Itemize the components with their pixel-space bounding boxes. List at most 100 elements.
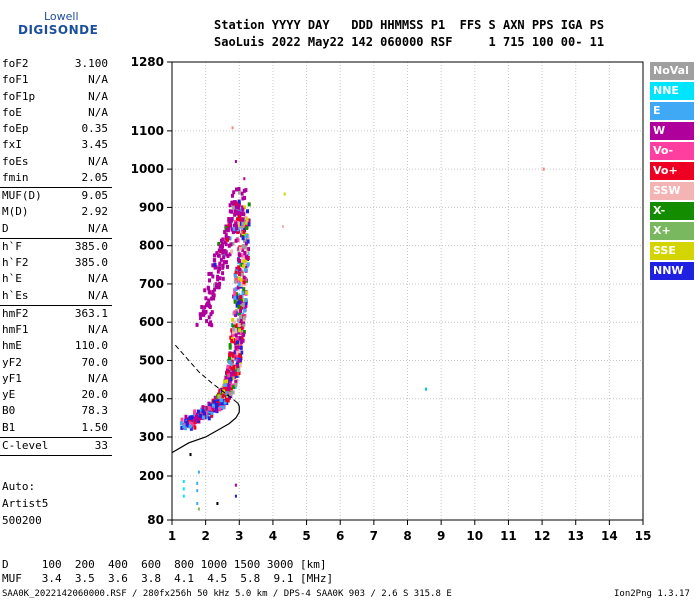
trace-point	[227, 217, 231, 222]
param-value: N/A	[88, 288, 108, 302]
param-value: 2.05	[81, 170, 109, 184]
trace-point	[233, 296, 237, 301]
trace-point	[238, 363, 242, 368]
trace-point	[225, 227, 229, 232]
trace-point	[234, 352, 238, 357]
x-tick-label: 15	[635, 529, 652, 543]
param-row: yF2 70.0	[0, 355, 112, 371]
trace-point	[242, 275, 246, 280]
param-row: M(D) 2.92	[0, 204, 112, 220]
trace-point	[240, 191, 244, 196]
trace-point	[210, 407, 214, 412]
trace-point	[243, 233, 247, 238]
echo-point	[182, 494, 185, 498]
trace-point	[227, 373, 231, 378]
echo-point	[196, 502, 199, 505]
trace-point	[240, 262, 244, 267]
param-key: foF1p	[2, 89, 36, 103]
trace-point	[231, 205, 235, 210]
trace-point	[237, 190, 241, 195]
trace-point	[224, 382, 228, 387]
echo-point	[182, 487, 185, 491]
param-key: D	[2, 221, 9, 235]
echo-point	[196, 481, 199, 485]
x-tick-label: 11	[500, 529, 517, 543]
footer-file-info: SAA0K_2022142060000.RSF / 280fx256h 50 k…	[2, 589, 452, 599]
trace-point	[231, 202, 235, 207]
trace-point	[207, 416, 211, 421]
trace-point	[247, 222, 251, 227]
trace-point	[234, 273, 238, 278]
trace-point	[228, 352, 232, 357]
trace-point	[230, 193, 234, 198]
echo-point	[243, 177, 246, 181]
trace-point	[243, 195, 247, 200]
electron-density-profile	[171, 402, 240, 454]
trace-point	[231, 230, 235, 235]
params-separator	[0, 304, 112, 306]
trace-point	[241, 217, 245, 222]
trace-point	[243, 261, 247, 266]
trace-point	[235, 217, 239, 222]
trace-point	[207, 278, 211, 283]
trace-point	[240, 325, 244, 330]
trace-point	[211, 289, 215, 294]
trace-point	[223, 379, 227, 384]
trace-point	[239, 253, 243, 258]
trace-point	[242, 238, 246, 243]
auto-code-label: 500200	[2, 514, 42, 527]
trace-point	[238, 224, 242, 229]
trace-point	[242, 188, 246, 193]
param-row: h`E N/A	[0, 271, 112, 287]
trace-point	[189, 426, 193, 431]
trace-point	[244, 241, 248, 246]
trace-point	[230, 200, 234, 205]
trace-point	[241, 258, 245, 263]
trace-point	[243, 205, 247, 210]
trace-point	[236, 257, 240, 262]
footer-muf-line: MUF 3.4 3.5 3.6 3.8 4.1 4.5 5.8 9.1 [MHz…	[2, 572, 334, 585]
trace-point	[241, 207, 245, 212]
trace-point	[179, 421, 183, 426]
param-row: foF1p N/A	[0, 89, 112, 105]
trace-point	[238, 267, 242, 272]
trace-point	[231, 376, 235, 381]
trace-point	[226, 253, 230, 258]
trace-point	[234, 341, 238, 346]
param-row: yE 20.0	[0, 387, 112, 403]
trace-point	[200, 407, 204, 412]
trace-point	[229, 371, 233, 376]
trace-point	[194, 417, 198, 422]
trace-point	[221, 271, 225, 276]
trace-point	[230, 351, 234, 356]
legend-item: NoVal	[650, 62, 694, 80]
trace-point	[201, 408, 205, 413]
x-tick-label: 4	[269, 529, 277, 543]
param-value: N/A	[88, 221, 108, 235]
trace-point	[233, 374, 237, 379]
trace-point	[221, 263, 225, 268]
trace-point	[244, 267, 248, 272]
param-value: N/A	[88, 272, 108, 286]
trace-point	[234, 238, 238, 243]
param-row: hmF1 N/A	[0, 322, 112, 338]
trace-point	[236, 364, 240, 369]
trace-point	[212, 283, 216, 288]
param-key: MUF(D)	[2, 189, 42, 202]
trace-point	[234, 345, 238, 350]
trace-point	[192, 410, 196, 415]
params-separator	[0, 455, 112, 456]
trace-point	[244, 300, 248, 305]
param-value: 33	[94, 438, 108, 452]
trace-point	[200, 312, 204, 317]
trace-point	[204, 309, 208, 314]
trace-point	[233, 291, 237, 296]
param-row: foE N/A	[0, 105, 112, 121]
trace-point	[224, 391, 228, 396]
trace-point	[218, 407, 222, 412]
trace-point	[180, 417, 184, 422]
param-row: C-level 33	[0, 438, 112, 454]
legend-item: Vo+	[650, 162, 694, 180]
param-row: foF1 N/A	[0, 72, 112, 88]
trace-point	[199, 316, 203, 321]
